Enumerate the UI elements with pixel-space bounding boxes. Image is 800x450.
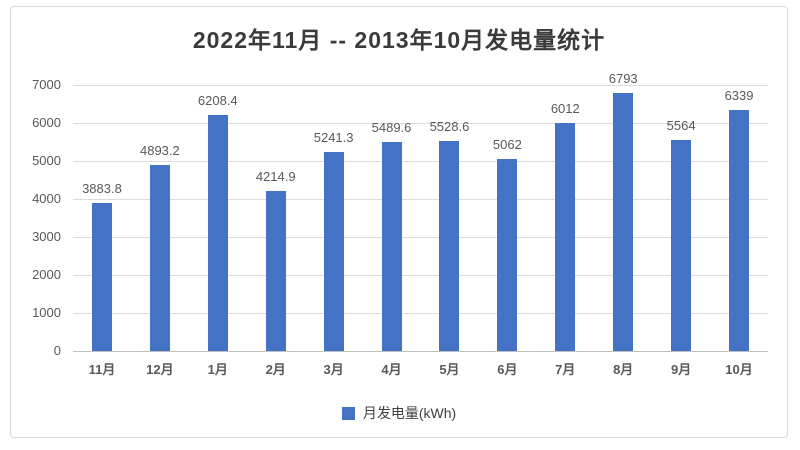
bar-value-label: 6793 xyxy=(608,70,638,86)
bar-value-label: 6208.4 xyxy=(197,93,238,109)
x-tick-label: 7月 xyxy=(555,362,576,377)
bar-3月 xyxy=(323,151,344,351)
chart-title: 2022年11月 -- 2013年10月发电量统计 xyxy=(192,27,606,53)
y-tick-label: 4000 xyxy=(32,191,61,206)
gridline xyxy=(73,161,768,162)
bar-5月 xyxy=(439,140,460,351)
bar-value-label: 6012 xyxy=(550,100,580,116)
x-tick-label: 4月 xyxy=(381,362,402,377)
gridline xyxy=(73,85,768,86)
gridline xyxy=(73,275,768,276)
y-tick-label: 5000 xyxy=(32,153,61,168)
x-tick-label: 12月 xyxy=(146,362,174,377)
bar-2月 xyxy=(265,190,286,351)
y-tick-label: 6000 xyxy=(32,115,61,130)
bar-value-label: 5062 xyxy=(492,136,522,152)
x-tick-label: 8月 xyxy=(613,362,634,377)
bar-12月 xyxy=(149,165,170,351)
plot-area: 3883.8 4893.2 6208.4 4214.9 5241.3 5489.6 5528… xyxy=(73,71,768,352)
y-tick-label: 2000 xyxy=(32,267,61,282)
x-tick-label: 10月 xyxy=(725,362,753,377)
y-tick-label: 7000 xyxy=(32,77,61,92)
legend-swatch-icon xyxy=(341,406,355,420)
y-axis: 0 1000 2000 3000 4000 5000 6000 7000 xyxy=(19,77,67,358)
x-tick-label: 3月 xyxy=(323,362,344,377)
x-tick-label: 5月 xyxy=(439,362,460,377)
y-tick-label: 3000 xyxy=(32,229,61,244)
x-tick-label: 2月 xyxy=(265,362,286,377)
bar-6月 xyxy=(497,158,518,351)
y-tick-label: 1000 xyxy=(32,305,61,320)
bar-value-label: 3883.8 xyxy=(82,181,122,197)
x-tick-label: 11月 xyxy=(88,362,116,377)
bar-value-label: 5489.6 xyxy=(371,120,412,136)
x-tick-label: 6月 xyxy=(497,362,518,377)
bar-value-label: 5241.3 xyxy=(313,129,354,145)
x-axis-line xyxy=(73,351,768,352)
y-tick-label: 0 xyxy=(53,343,61,358)
bar-11月 xyxy=(91,203,112,351)
x-tick-label: 1月 xyxy=(207,362,228,377)
bar-9月 xyxy=(671,139,692,351)
bar-value-label: 4214.9 xyxy=(255,168,296,184)
gridline xyxy=(73,237,768,238)
chart-card: 2022年11月 -- 2013年10月发电量统计 0 1000 2000 3000 4… xyxy=(10,6,788,438)
legend: 月发电量(kWh) xyxy=(11,403,787,423)
bar-value-label: 5564 xyxy=(666,117,696,133)
bar-1月 xyxy=(207,115,228,351)
x-axis: 11月 12月 1月 2月 3月 4月 5月 6月 7月 8月 9月 10月 xyxy=(73,359,768,379)
gridline xyxy=(73,313,768,314)
bar-value-label: 6339 xyxy=(724,88,754,104)
bar-7月 xyxy=(555,122,576,351)
bar-4月 xyxy=(381,142,402,351)
gridline xyxy=(73,123,768,124)
bar-value-label: 4893.2 xyxy=(139,143,180,159)
x-tick-label: 9月 xyxy=(671,362,692,377)
gridline xyxy=(73,199,768,200)
legend-label: 月发电量(kWh) xyxy=(362,405,457,421)
bar-8月 xyxy=(613,92,634,351)
bar-value-label: 5528.6 xyxy=(429,118,470,134)
bar-10月 xyxy=(729,110,750,351)
